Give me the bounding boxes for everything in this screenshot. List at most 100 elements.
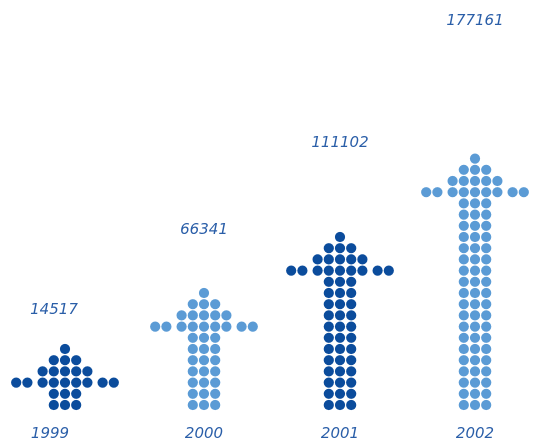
arrow-dot [469, 321, 481, 332]
arrow-2000 [150, 287, 258, 411]
arrow-dot [469, 388, 481, 399]
arrow-dot [469, 310, 481, 321]
arrow-dot [346, 377, 357, 388]
arrow-dot [187, 299, 198, 310]
arrow-dot [334, 231, 346, 243]
arrow-dot [187, 399, 198, 411]
arrow-dot [187, 388, 198, 399]
arrow-dot [469, 377, 481, 388]
arrow-2001 [286, 231, 394, 411]
arrow-dot [481, 321, 492, 332]
arrow-dot [383, 265, 394, 276]
arrow-dot [458, 355, 469, 366]
arrow-dot [198, 399, 210, 411]
arrow-dot [481, 366, 492, 377]
arrow-dot [481, 175, 492, 187]
arrow-dot [198, 321, 210, 332]
arrow-dot [469, 187, 481, 198]
category-label-2000: 2000 [184, 424, 224, 442]
arrow-dot [372, 265, 383, 276]
arrow-dot [481, 276, 492, 287]
arrow-dot [198, 287, 210, 299]
arrow-dot [481, 231, 492, 243]
arrow-dot [492, 175, 503, 187]
arrow-dot [421, 187, 432, 198]
arrow-dot [346, 355, 357, 366]
arrow-dot [458, 299, 469, 310]
arrow-dot [458, 209, 469, 220]
arrow-dot [198, 310, 210, 321]
arrow-dot [210, 399, 221, 411]
arrow-dot [518, 187, 529, 198]
arrow-dot [458, 321, 469, 332]
arrow-dot [346, 299, 357, 310]
arrow-dot [346, 265, 357, 276]
arrow-dot [481, 220, 492, 231]
arrow-dot [210, 321, 221, 332]
arrow-dot [458, 175, 469, 187]
arrow-dot [492, 187, 503, 198]
arrow-dot [334, 243, 346, 254]
arrow-dot [210, 355, 221, 366]
arrow-dot [469, 175, 481, 187]
arrow-dot [71, 366, 82, 377]
arrow-dot [469, 276, 481, 287]
arrow-dot [187, 332, 198, 343]
arrow-dot [458, 187, 469, 198]
arrow-dot [323, 265, 334, 276]
arrow-dot [481, 265, 492, 276]
arrow-dot [458, 399, 469, 411]
arrow-dot [458, 343, 469, 355]
arrow-dot [458, 276, 469, 287]
arrow-dot [59, 377, 71, 388]
arrow-dot [37, 377, 48, 388]
arrow-dot [161, 321, 172, 332]
arrow-dot [469, 399, 481, 411]
arrow-dot [469, 355, 481, 366]
arrow-dot [346, 310, 357, 321]
arrow-dot [198, 366, 210, 377]
arrow-dot [458, 287, 469, 299]
arrow-dot [71, 399, 82, 411]
arrow-dot [357, 254, 368, 265]
arrow-dot [346, 332, 357, 343]
arrow-dot [187, 321, 198, 332]
arrow-dot [469, 198, 481, 209]
arrow-dot [71, 355, 82, 366]
arrow-dot [323, 287, 334, 299]
arrow-dot [346, 321, 357, 332]
arrow-dot [71, 377, 82, 388]
arrow-dot [97, 377, 108, 388]
arrow-dot [334, 299, 346, 310]
arrow-dot [458, 388, 469, 399]
arrow-dot [447, 187, 458, 198]
arrow-dot [481, 209, 492, 220]
arrow-dot [198, 299, 210, 310]
arrow-dot [346, 254, 357, 265]
arrow-dot [198, 332, 210, 343]
arrow-dot [247, 321, 258, 332]
arrow-dot [48, 366, 59, 377]
arrow-dot [334, 321, 346, 332]
arrow-dot [447, 175, 458, 187]
arrow-dot [458, 310, 469, 321]
arrow-dot [334, 388, 346, 399]
arrow-dot [286, 265, 297, 276]
arrow-dot [334, 355, 346, 366]
arrow-dot [458, 198, 469, 209]
value-label-2002: 177161 [446, 11, 504, 29]
arrow-dot [221, 321, 232, 332]
arrow-dot [334, 254, 346, 265]
arrow-dot [481, 355, 492, 366]
arrow-dot [312, 265, 323, 276]
arrow-dot [323, 243, 334, 254]
arrow-dot [481, 287, 492, 299]
arrow-dot [82, 377, 93, 388]
arrow-dot [210, 299, 221, 310]
arrow-dot [150, 321, 161, 332]
arrow-dot [176, 321, 187, 332]
arrow-dot [198, 355, 210, 366]
arrow-dot [458, 220, 469, 231]
arrow-dot [481, 332, 492, 343]
